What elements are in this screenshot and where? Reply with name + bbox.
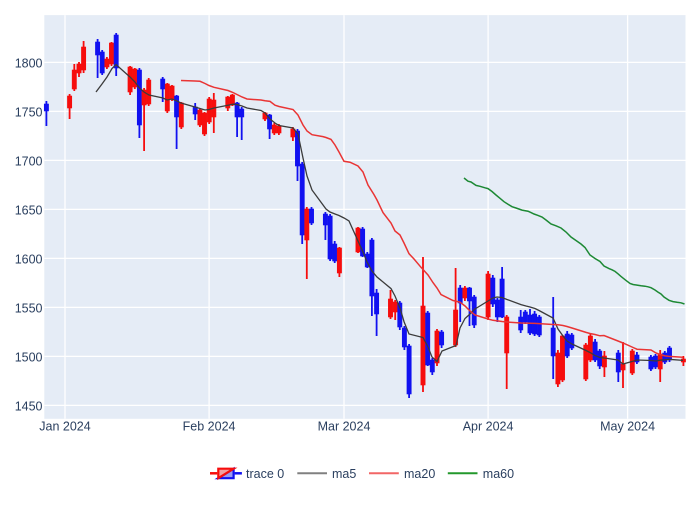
svg-text:Feb 2024: Feb 2024 [183,420,236,434]
svg-text:1550: 1550 [15,301,43,315]
svg-text:1600: 1600 [15,252,43,266]
svg-text:1450: 1450 [15,399,43,413]
svg-text:Jan 2024: Jan 2024 [39,420,90,434]
svg-text:1700: 1700 [15,154,43,168]
svg-text:ma60: ma60 [483,467,514,481]
svg-text:ma20: ma20 [404,467,435,481]
svg-text:1500: 1500 [15,350,43,364]
svg-text:May 2024: May 2024 [600,420,655,434]
svg-text:1750: 1750 [15,105,43,119]
svg-text:trace 0: trace 0 [246,467,284,481]
svg-text:Apr 2024: Apr 2024 [463,420,514,434]
svg-text:1800: 1800 [15,56,43,70]
svg-text:Mar 2024: Mar 2024 [318,420,371,434]
svg-text:1650: 1650 [15,203,43,217]
svg-text:ma5: ma5 [332,467,356,481]
